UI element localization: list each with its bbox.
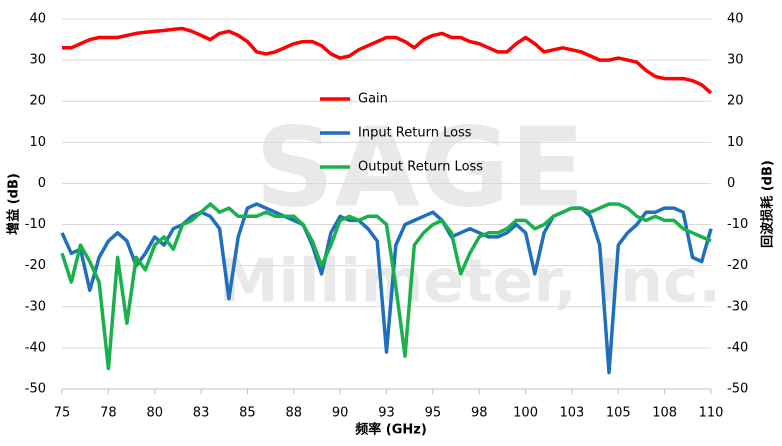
- x-tick-label: 98: [471, 406, 488, 421]
- y2-tick-label: 30: [727, 53, 744, 68]
- y-tick-label: -50: [25, 382, 46, 397]
- y2-tick-label: -50: [727, 382, 748, 397]
- legend-label: Input Return Loss: [358, 126, 472, 141]
- legend-label: Output Return Loss: [358, 160, 483, 175]
- y2-tick-label: -20: [727, 258, 748, 273]
- y-tick-label: 30: [29, 53, 46, 68]
- y2-tick-label: 20: [727, 94, 744, 109]
- y-tick-label: -40: [25, 340, 46, 355]
- y-tick-label: -20: [25, 258, 46, 273]
- x-axis-title: 频率 (GHz): [355, 422, 427, 438]
- y2-tick-label: -30: [727, 299, 748, 314]
- y-tick-label: 0: [38, 176, 46, 191]
- x-tick-label: 80: [146, 406, 163, 421]
- watermark: SAGE: [255, 103, 585, 231]
- y2-tick-label: 40: [727, 12, 744, 27]
- watermark: Millimeter, Inc.: [219, 247, 721, 317]
- x-tick-label: 110: [699, 406, 724, 421]
- x-tick-label: 83: [193, 406, 210, 421]
- y-axis-title: 增益 (dB): [6, 173, 22, 235]
- x-tick-label: 90: [332, 406, 349, 421]
- series-line: [62, 26, 713, 95]
- x-tick-label: 93: [378, 406, 395, 421]
- x-tick-label: 78: [100, 406, 117, 421]
- x-tick-label: 105: [606, 406, 631, 421]
- x-tick-label: 85: [239, 406, 256, 421]
- legend-label: Gain: [358, 92, 388, 107]
- y2-tick-label: -40: [727, 340, 748, 355]
- x-tick-label: 103: [560, 406, 585, 421]
- y2-tick-label: -10: [727, 217, 748, 232]
- x-tick-label: 100: [513, 406, 538, 421]
- y-tick-label: -10: [25, 217, 46, 232]
- x-tick-label: 108: [652, 406, 677, 421]
- y-tick-label: 20: [29, 94, 46, 109]
- x-tick-label: 75: [54, 406, 71, 421]
- series-line: [60, 202, 712, 371]
- y-tick-label: 10: [29, 135, 46, 150]
- x-tick-label: 88: [286, 406, 303, 421]
- y2-axis-title: 回波损耗 (dB): [760, 160, 776, 248]
- x-tick-label: 95: [425, 406, 442, 421]
- y2-tick-label: 10: [727, 135, 744, 150]
- y2-tick-label: 0: [727, 176, 735, 191]
- y-tick-label: -30: [25, 299, 46, 314]
- y-tick-label: 40: [29, 12, 46, 27]
- series-line: [60, 202, 713, 375]
